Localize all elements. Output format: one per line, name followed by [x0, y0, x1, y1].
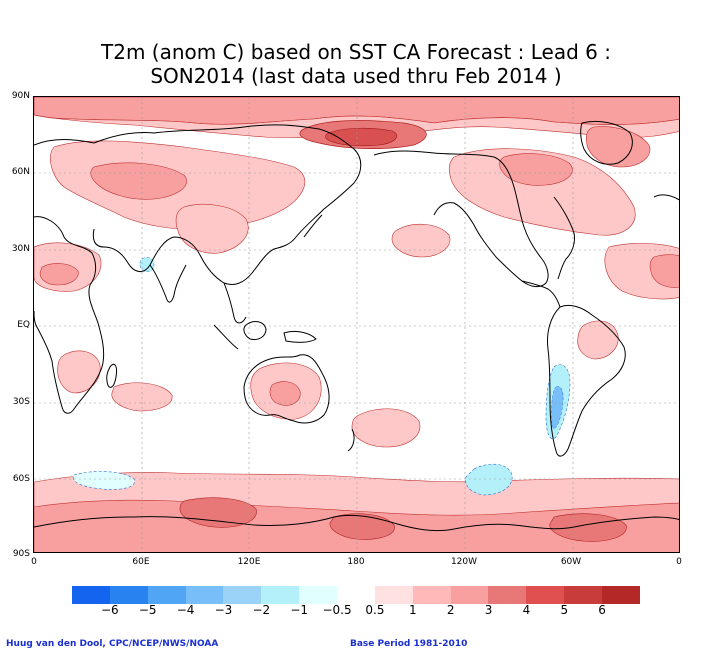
lat-label-eq: EQ [17, 320, 30, 330]
lat-label-60s: 60S [12, 474, 30, 484]
colorbar-swatch [261, 586, 300, 604]
colorbar-swatch [488, 586, 527, 604]
colorbar-swatch [337, 586, 375, 604]
colorbar-tick-label: 0.5 [365, 603, 385, 617]
lat-label-90n: 90N [11, 91, 30, 101]
warm-anomaly-fills [34, 97, 679, 552]
antarctic-core-2 [329, 513, 395, 540]
patagonia-cool-core [551, 386, 564, 430]
borneo-coastline [243, 321, 267, 340]
north-america-warm [448, 148, 636, 236]
colorbar-tick-label: −1 [290, 603, 309, 617]
map-gridlines [34, 97, 679, 552]
south-america-warm [577, 320, 619, 360]
colorbar-tick-label: 6 [598, 603, 606, 617]
lon-label-0: 0 [31, 557, 37, 567]
colorbar-tick-label: 3 [484, 603, 493, 617]
siberia-core-warm [325, 127, 398, 147]
lat-label-30n: 30N [11, 244, 30, 254]
southern-africa-warm [57, 350, 101, 394]
colorbar-swatch [185, 586, 224, 604]
credit-base-period: Base Period 1981-2010 [350, 639, 468, 649]
madagascar-coastline [106, 363, 117, 388]
colorbar-tick-label: 4 [522, 603, 531, 617]
north-africa-strong [39, 263, 79, 286]
coastlines [34, 120, 679, 532]
colorbar-tick-label: −5 [138, 603, 157, 617]
lat-label-90s: 90S [12, 549, 30, 559]
credit-author: Huug van den Dool, CPC/NCEP/NWS/NOAA [6, 639, 219, 649]
lon-label-120w: 120W [450, 557, 478, 567]
colorbar-tick-label: −3 [214, 603, 233, 617]
antarctic-core-3 [549, 513, 627, 542]
africa-coastline [34, 216, 105, 414]
colorbar-tick-label: 5 [560, 603, 569, 617]
lon-label-60w: 60W [560, 557, 582, 567]
colorbar-swatch [412, 586, 451, 604]
antarctic-core-1 [179, 497, 257, 528]
gulf-coastline [521, 280, 561, 308]
cool-anomaly-fills [73, 257, 571, 496]
east-asia-warm [175, 204, 249, 254]
colorbar-tick-label: 1 [408, 603, 417, 617]
colorbar-swatch [147, 586, 186, 604]
colorbar-tick-label: −2 [252, 603, 271, 617]
new-zealand-coastline [347, 428, 355, 452]
australia-strong [269, 381, 301, 406]
south-pacific-cool [465, 463, 513, 496]
lon-label-0-east: 0 [676, 557, 682, 567]
colorbar-swatch [374, 586, 413, 604]
tibet-cool [139, 257, 155, 272]
greenland-coastline [580, 120, 633, 165]
eurasia-coastline [34, 124, 362, 286]
australia-coastline [243, 354, 330, 424]
indian-ocean-warm [111, 382, 173, 412]
europe-coastline [653, 194, 679, 201]
colorbar-swatch [602, 586, 640, 604]
lat-label-30s: 30S [12, 397, 30, 407]
south-atlantic-cool [73, 471, 135, 490]
japan-coastline [303, 214, 323, 238]
colorbar-tick-label: 2 [446, 603, 455, 617]
se-asia-coastline [223, 282, 247, 324]
colorbar-tick-label: −0.5 [322, 603, 352, 617]
colorbar-swatch [450, 586, 489, 604]
new-guinea-coastline [283, 330, 317, 343]
colorbar-swatch [72, 586, 110, 604]
chart-title-line-1: T2m (anom C) based on SST CA Forecast : … [101, 40, 611, 64]
anomaly-map [33, 96, 680, 553]
antarctica-coastline [34, 514, 679, 532]
central-asia-warm [90, 162, 187, 200]
map-canvas [34, 97, 679, 552]
lon-label-120e: 120E [237, 557, 261, 567]
sumatra-coastline [213, 324, 239, 350]
colorbar [72, 586, 640, 604]
lat-label-60n: 60N [11, 167, 30, 177]
colorbar-swatch [526, 586, 565, 604]
colorbar-swatch [299, 586, 338, 604]
lon-label-180: 180 [347, 557, 365, 567]
colorbar-tick-label: −4 [176, 603, 195, 617]
south-pacific-warm [351, 408, 421, 448]
lon-label-60e: 60E [132, 557, 150, 567]
south-america-coastline [547, 304, 626, 457]
colorbar-tick-label: −6 [101, 603, 119, 617]
north-pacific-warm [391, 223, 451, 258]
colorbar-swatch [223, 586, 262, 604]
east-coast-coastline [553, 196, 575, 280]
colorbar-swatch [109, 586, 148, 604]
north-america-coastline [373, 150, 549, 288]
india-coastline [149, 264, 187, 303]
greenland-warm [585, 126, 651, 168]
chart-title-line-2: SON2014 (last data used thru Feb 2014 ) [150, 64, 562, 88]
hudson-warm [499, 153, 573, 186]
atlantic-east-strong [649, 254, 679, 288]
colorbar-swatch [564, 586, 603, 604]
